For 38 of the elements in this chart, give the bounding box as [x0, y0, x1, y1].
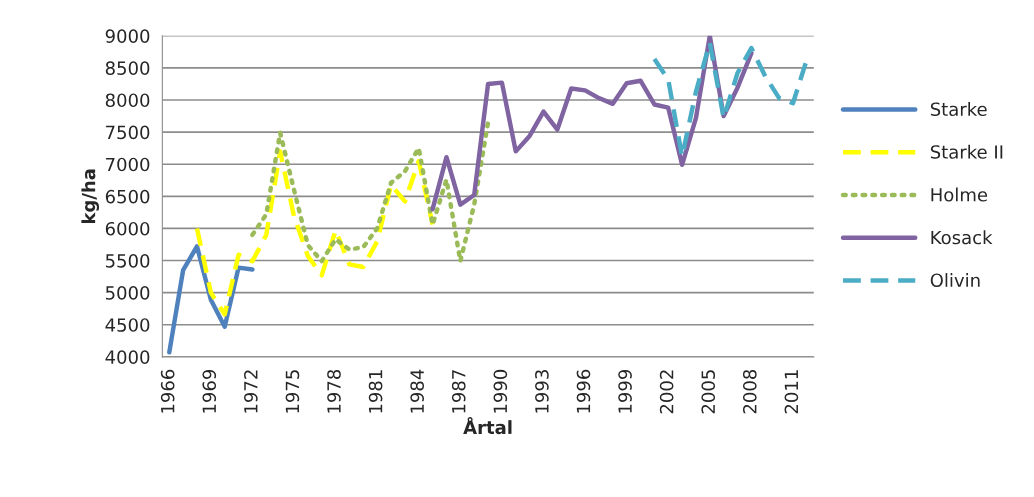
x-tick-label: 1975 — [285, 370, 300, 413]
x-tick-label: 1969 — [202, 369, 217, 413]
line-series — [194, 149, 435, 317]
x-tick-label: 2008 — [742, 369, 757, 414]
x-tick-label: 1984 — [410, 369, 424, 413]
x-tick-label: 2011 — [784, 370, 799, 414]
x-tick-label: 1972 — [244, 370, 258, 413]
y-tick-label: 6500 — [105, 189, 150, 204]
x-tick-label: 1966 — [160, 369, 175, 413]
y-axis-title: kg/ha — [81, 169, 100, 224]
line-series — [250, 120, 491, 264]
legend-label: Starke II — [930, 144, 1003, 159]
line-series — [430, 35, 754, 212]
x-tick-label: 1990 — [493, 369, 508, 413]
y-tick-label: 4000 — [105, 350, 150, 364]
x-tick-label: 2005 — [701, 370, 716, 414]
x-tick-label: 1996 — [576, 369, 591, 413]
y-tick-label: 8000 — [105, 93, 150, 108]
y-tick-label: 4500 — [105, 318, 150, 332]
legend-label: Olivin — [930, 273, 980, 288]
x-tick-label: 2002 — [659, 370, 674, 414]
x-tick-label: 1987 — [451, 370, 466, 413]
y-tick-label: 5500 — [105, 253, 150, 268]
legend-label: Kosack — [931, 230, 993, 245]
y-tick-label: 9000 — [105, 29, 150, 43]
x-tick-label: 1999 — [618, 369, 632, 413]
y-tick-label: 8500 — [105, 61, 150, 76]
y-tick-label: 5000 — [105, 286, 150, 300]
line-series — [167, 244, 255, 355]
legend-label: Holme — [931, 187, 988, 202]
x-tick-label: 1993 — [535, 370, 549, 413]
legend-label: Starke — [930, 102, 987, 117]
x-axis-title: Årtal — [463, 417, 512, 435]
x-tick-label: 1981 — [368, 370, 383, 413]
x-tick-label: 1978 — [327, 369, 341, 413]
y-tick-label: 6000 — [105, 221, 150, 236]
y-tick-label: 7000 — [106, 157, 150, 172]
y-tick-label: 7500 — [106, 125, 150, 140]
